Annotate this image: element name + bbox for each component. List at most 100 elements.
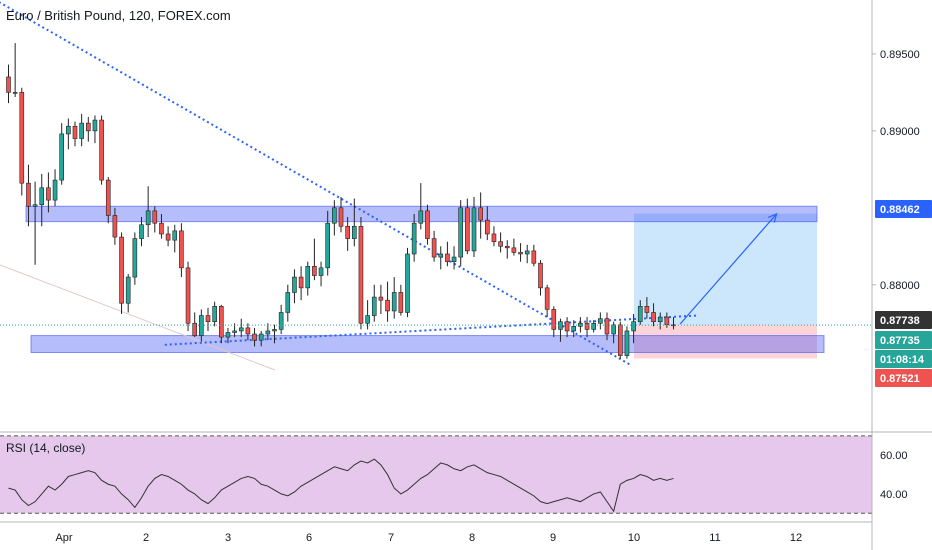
candle bbox=[531, 244, 537, 267]
candle bbox=[498, 232, 503, 253]
price-tick-label: 0.89500 bbox=[880, 49, 920, 61]
candle bbox=[425, 204, 430, 245]
candle bbox=[19, 87, 25, 196]
candle-body bbox=[478, 207, 483, 221]
price-tag-box bbox=[875, 200, 932, 218]
price-tag-box bbox=[875, 369, 932, 387]
lower-trendline bbox=[164, 314, 697, 346]
candle bbox=[637, 300, 643, 325]
candle bbox=[79, 113, 84, 147]
candle-body bbox=[531, 250, 537, 264]
candle-body bbox=[285, 292, 291, 313]
candle bbox=[644, 297, 650, 319]
candle-body bbox=[119, 236, 124, 304]
candle bbox=[478, 192, 483, 239]
rsi-indicator-label[interactable]: RSI (14, close) bbox=[6, 441, 86, 455]
candle-body bbox=[265, 330, 271, 335]
candle bbox=[92, 115, 98, 144]
candle bbox=[385, 281, 390, 322]
candle-body bbox=[358, 225, 364, 324]
candle bbox=[132, 232, 138, 285]
target-zone bbox=[634, 213, 817, 326]
candle-body bbox=[651, 312, 656, 323]
time-axis[interactable]: Apr 2 3 6 7 8 9 10 11 12 bbox=[55, 532, 802, 544]
candle bbox=[604, 312, 610, 341]
candle-body bbox=[418, 210, 424, 224]
candle-body bbox=[232, 330, 237, 333]
candle bbox=[112, 207, 118, 245]
candle bbox=[298, 266, 304, 301]
candle-body bbox=[318, 267, 324, 276]
candle-body bbox=[544, 287, 550, 310]
candle-body bbox=[212, 306, 217, 323]
candle-body bbox=[332, 207, 337, 224]
candle-body bbox=[92, 119, 98, 132]
candle-body bbox=[72, 125, 78, 139]
candle bbox=[72, 121, 78, 147]
candle-body bbox=[425, 210, 430, 239]
candle-body bbox=[312, 265, 317, 276]
time-tick-label: 9 bbox=[550, 532, 556, 544]
price-tag-box bbox=[875, 350, 932, 368]
candle-body bbox=[604, 318, 610, 335]
candle-body bbox=[125, 276, 131, 304]
candle-body bbox=[132, 238, 138, 278]
candle bbox=[611, 321, 616, 344]
candle-body bbox=[39, 187, 45, 206]
candle bbox=[332, 200, 337, 236]
candle-body bbox=[258, 333, 264, 341]
candle bbox=[32, 181, 38, 265]
candle bbox=[338, 197, 344, 233]
candle bbox=[12, 43, 18, 97]
candle-body bbox=[611, 324, 616, 335]
time-tick-label: 3 bbox=[225, 532, 231, 544]
candle-body bbox=[325, 222, 331, 269]
candle bbox=[39, 173, 45, 227]
candle-body bbox=[498, 241, 503, 247]
candle-body bbox=[664, 316, 670, 326]
candle-body bbox=[6, 76, 11, 93]
candle-body bbox=[445, 253, 450, 262]
candle-body bbox=[405, 253, 410, 313]
price-tag: 01:08:14 bbox=[875, 350, 932, 368]
candle-body bbox=[139, 224, 144, 239]
candle-body bbox=[411, 222, 417, 255]
candle bbox=[205, 307, 211, 331]
candle bbox=[365, 300, 370, 330]
candle-body bbox=[79, 122, 84, 139]
candle bbox=[598, 312, 603, 330]
candle bbox=[431, 230, 437, 262]
candle-body bbox=[152, 210, 158, 224]
candle bbox=[631, 314, 636, 344]
candle-body bbox=[391, 292, 397, 312]
candle-body bbox=[624, 330, 630, 356]
candle bbox=[471, 197, 477, 258]
rsi-tick-label: 60.00 bbox=[880, 450, 908, 462]
candle bbox=[312, 238, 317, 281]
candle-body bbox=[538, 262, 543, 289]
candle-body bbox=[385, 299, 390, 312]
candle bbox=[418, 183, 424, 230]
zone-support bbox=[30, 335, 825, 353]
candle-body bbox=[26, 182, 31, 207]
candle-body bbox=[617, 324, 623, 356]
candle-body bbox=[99, 119, 104, 181]
price-axis[interactable]: 0.89500 0.89000 0.88000 0.88462 0.87738 0.877… bbox=[872, 49, 932, 501]
candle bbox=[398, 284, 404, 316]
candlestick-series bbox=[6, 43, 676, 359]
candle bbox=[6, 64, 11, 104]
candle-body bbox=[66, 125, 71, 135]
candle-body bbox=[112, 215, 118, 238]
projection-arrow bbox=[679, 213, 778, 325]
price-tag: 0.87735 bbox=[875, 331, 932, 349]
candle-body bbox=[365, 315, 370, 324]
candle-body bbox=[52, 179, 58, 201]
candle-body bbox=[345, 225, 350, 239]
candle bbox=[26, 164, 31, 227]
candle bbox=[651, 303, 656, 327]
candle-body bbox=[179, 230, 184, 269]
candle-body bbox=[657, 316, 663, 323]
candle bbox=[212, 301, 217, 327]
candle bbox=[445, 241, 450, 267]
